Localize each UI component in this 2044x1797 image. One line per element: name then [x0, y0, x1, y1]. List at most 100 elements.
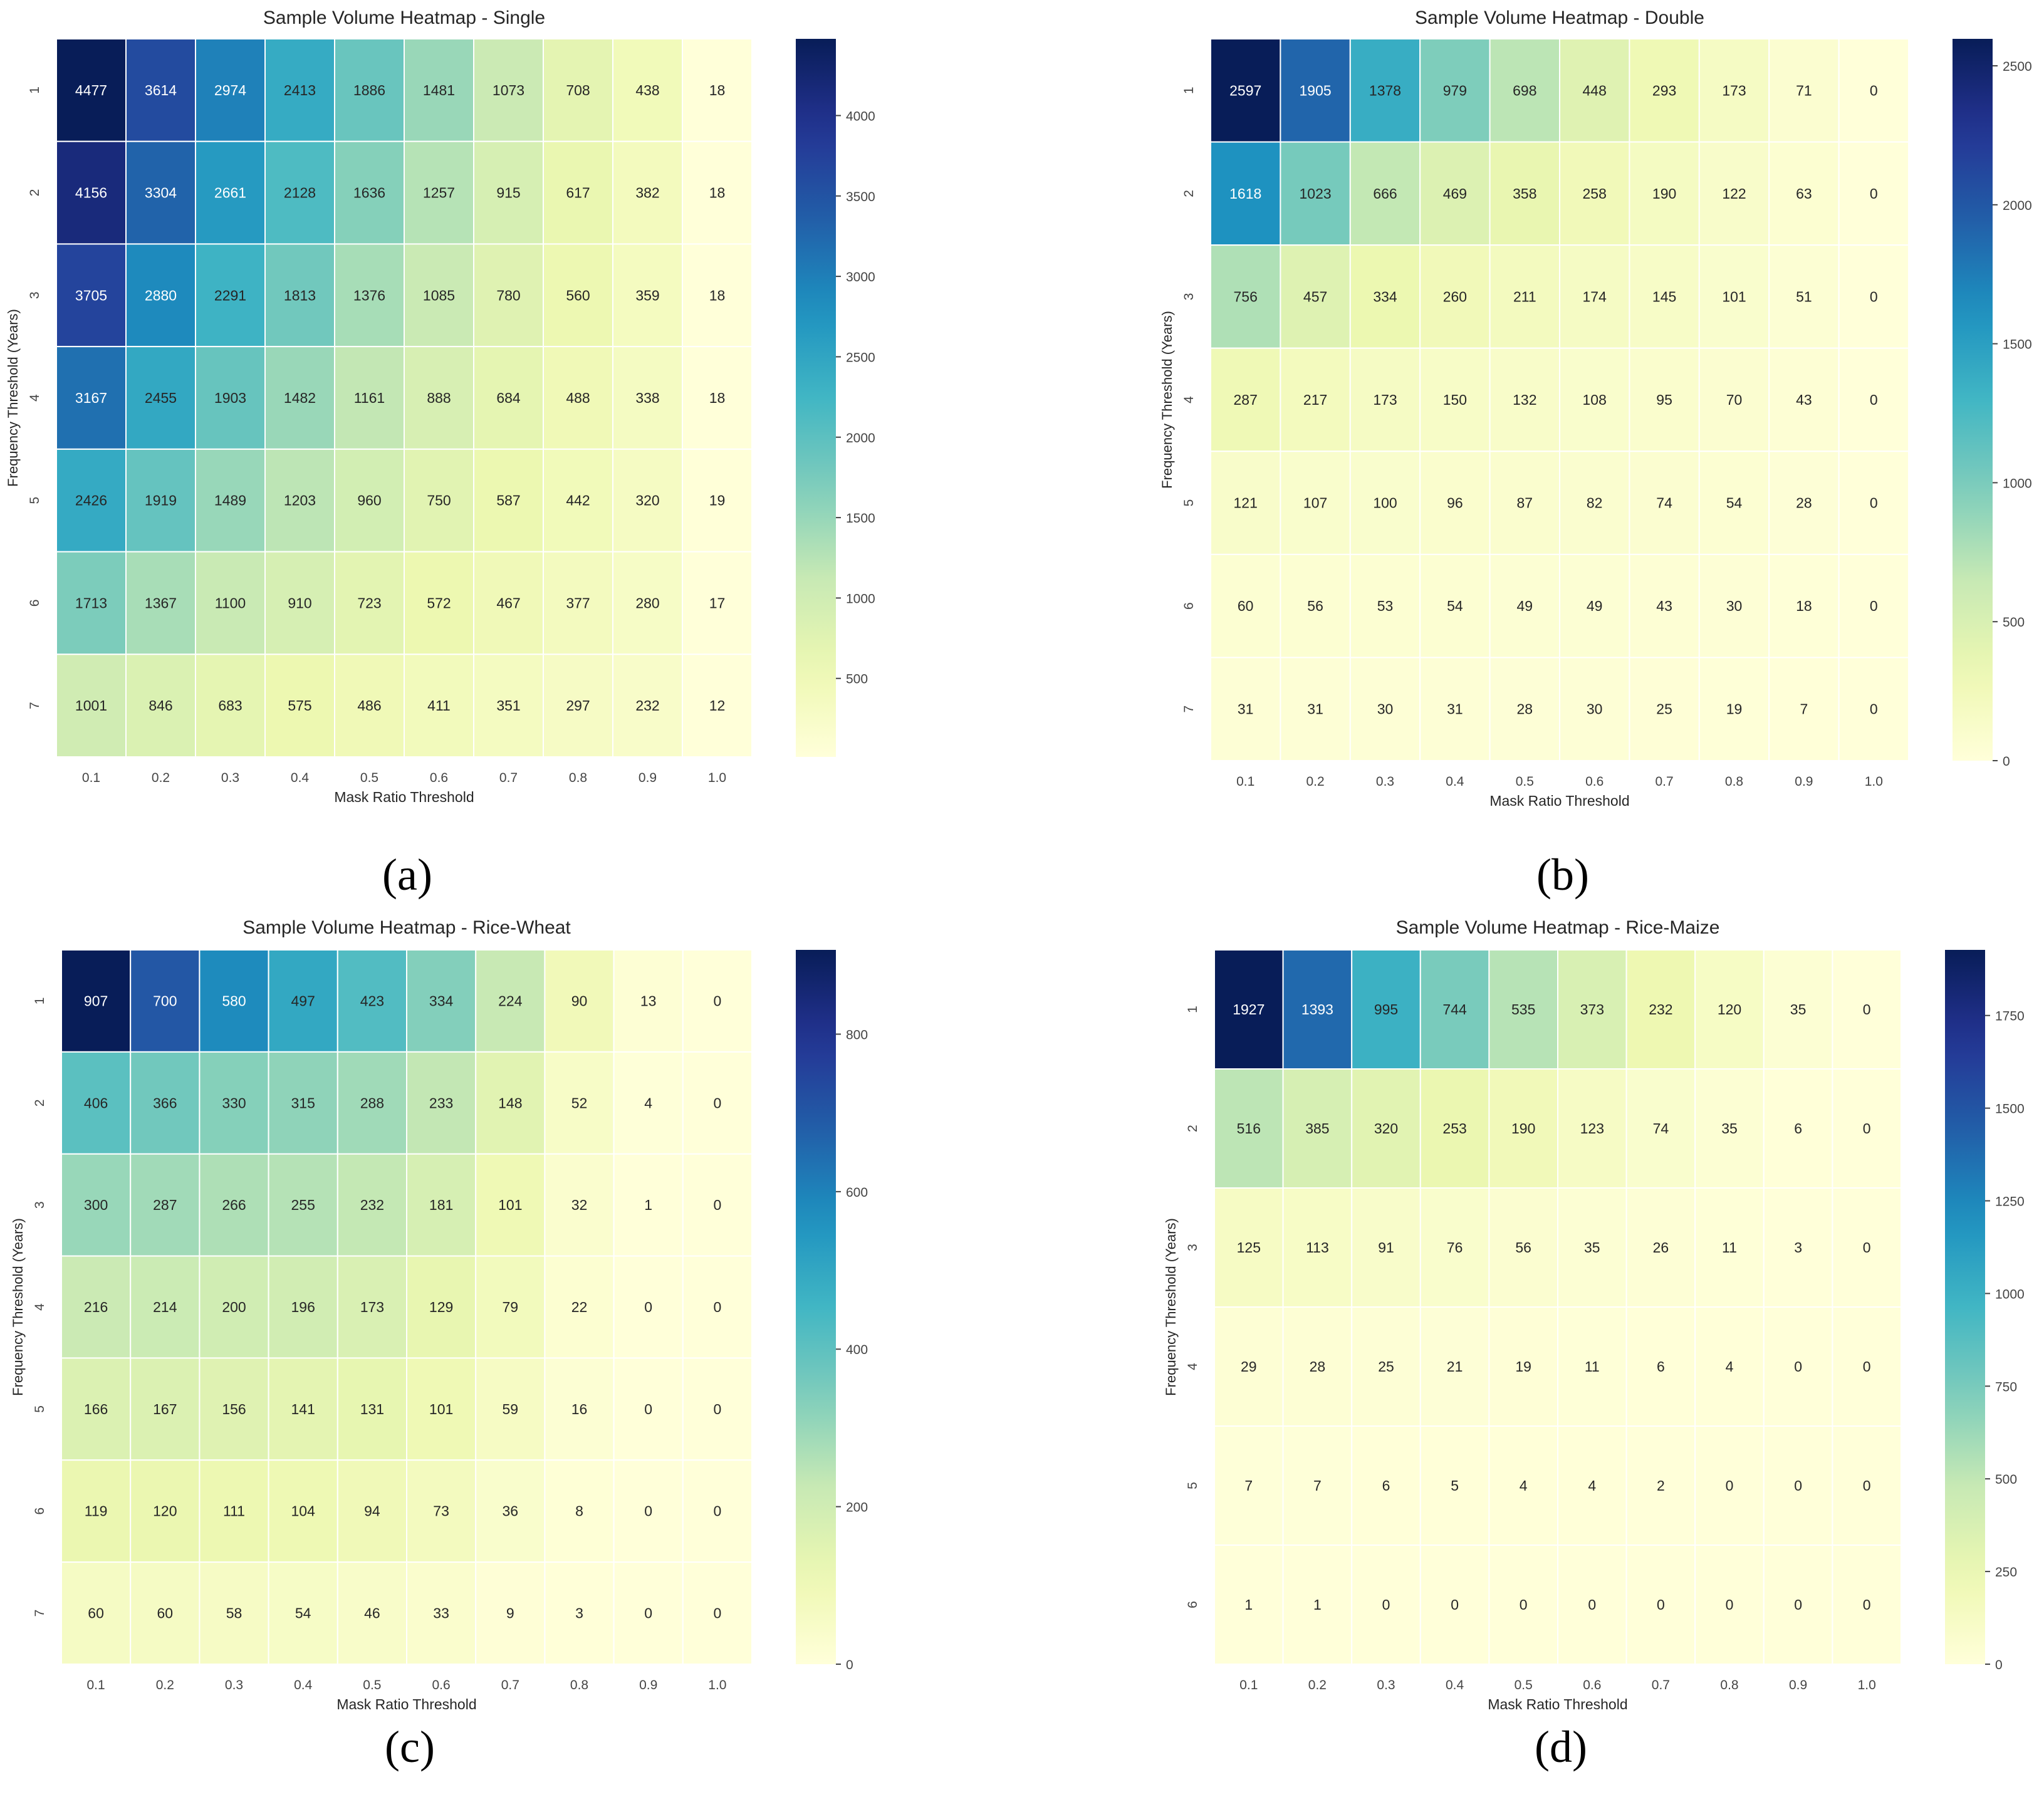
heatmap-cell: [1488, 1544, 1558, 1665]
cell-value-label: 173: [1373, 392, 1397, 408]
cell-value-label: 1161: [354, 390, 385, 406]
heatmap-cell: [1625, 1068, 1696, 1189]
cell-value-label: 11: [1722, 1239, 1737, 1256]
y-tick-label: 3: [1186, 1244, 1200, 1251]
x-tick-label: 0.5: [363, 1678, 381, 1692]
cell-value-label: 587: [496, 492, 520, 509]
cell-value-label: 31: [1447, 701, 1463, 717]
y-tick-label: 5: [33, 1405, 47, 1413]
cell-value-label: 0: [644, 1299, 652, 1315]
x-tick-label: 0.1: [82, 771, 100, 785]
y-tick-label: 6: [1182, 602, 1196, 610]
heatmap-cell: [1557, 1425, 1627, 1546]
cell-value-label: 1481: [423, 82, 455, 98]
cell-value-label: 0: [1870, 598, 1878, 614]
heatmap-cell: [1838, 657, 1910, 762]
heatmap-cell: [130, 1255, 201, 1359]
heatmap-cell: [404, 346, 474, 450]
cell-value-label: 46: [364, 1605, 380, 1622]
cell-value-label: 122: [1722, 185, 1746, 202]
x-tick-label: 0.4: [1446, 774, 1464, 789]
colorbar-tick-label: 0: [2003, 754, 2010, 769]
cell-value-label: 0: [1863, 1596, 1871, 1613]
cell-value-label: 0: [1451, 1596, 1459, 1613]
cell-value-label: 4: [1726, 1358, 1734, 1375]
cell-value-label: 43: [1796, 392, 1812, 408]
cell-value-label: 979: [1443, 82, 1467, 98]
colorbar-tick-label: 3000: [846, 270, 875, 284]
x-tick-label: 0.3: [225, 1678, 243, 1692]
heatmap-cell: [268, 949, 338, 1053]
heatmap-cell: [1419, 1306, 1490, 1427]
heatmap-cell: [1282, 1544, 1353, 1665]
cell-value-label: 31: [1307, 701, 1323, 717]
colorbar-tick-label: 1500: [2003, 338, 2032, 352]
cell-value-label: 0: [1870, 701, 1878, 717]
cell-value-label: 0: [644, 1605, 652, 1622]
cell-value-label: 334: [429, 992, 454, 1009]
heatmap-cell: [1349, 38, 1421, 143]
heatmap-cell: [612, 448, 683, 553]
cell-value-label: 145: [1652, 288, 1676, 305]
heatmap-cell: [682, 1561, 753, 1665]
heatmap-cell: [1349, 657, 1421, 762]
colorbar-tick-label: 2000: [2003, 199, 2032, 213]
chart-title: Sample Volume Heatmap - Rice-Wheat: [242, 917, 571, 938]
x-tick-label: 0.9: [1795, 774, 1813, 789]
cell-value-label: 320: [1374, 1120, 1398, 1137]
cell-value-label: 1376: [353, 287, 385, 303]
heatmap-cell: [195, 38, 266, 142]
heatmap-cell: [1698, 141, 1770, 246]
heatmap-cell: [613, 1051, 684, 1155]
x-tick-label: 0.6: [430, 771, 448, 785]
cell-value-label: 18: [709, 287, 726, 303]
colorbar-tick-label: 600: [846, 1185, 868, 1200]
cell-value-label: 684: [496, 390, 521, 406]
x-tick-label: 0.7: [501, 1678, 519, 1692]
cell-value-label: 0: [1870, 185, 1878, 202]
heatmap-cell: [1557, 949, 1627, 1070]
cell-value-label: 700: [153, 992, 177, 1009]
heatmap-cell: [336, 1561, 407, 1665]
x-tick-label: 0.3: [1376, 774, 1394, 789]
cell-value-label: 1903: [214, 390, 246, 406]
cell-value-label: 0: [1794, 1477, 1802, 1494]
x-axis-label: Mask Ratio Threshold: [1488, 1696, 1627, 1712]
heatmap-cell: [612, 346, 683, 450]
y-tick-label: 1: [1186, 1006, 1200, 1013]
cell-value-label: 224: [498, 992, 523, 1009]
heatmap-cell: [264, 551, 335, 655]
y-tick-label: 5: [28, 497, 42, 504]
cell-value-label: 0: [644, 1401, 652, 1417]
cell-value-label: 100: [1373, 495, 1397, 511]
heatmap-cell: [1625, 1187, 1696, 1308]
y-tick-label: 5: [1182, 499, 1196, 507]
heatmap-cell: [543, 140, 613, 245]
cell-value-label: 173: [360, 1299, 384, 1315]
chart-title: Sample Volume Heatmap - Double: [1415, 8, 1704, 28]
x-axis-label: Mask Ratio Threshold: [1489, 793, 1629, 809]
cell-value-label: 104: [291, 1503, 316, 1519]
cell-value-label: 287: [153, 1197, 177, 1213]
cell-value-label: 233: [429, 1095, 453, 1111]
heatmap-cell: [125, 243, 196, 348]
cell-value-label: 211: [1513, 288, 1536, 305]
heatmap-cell: [682, 38, 753, 142]
x-tick-label: 0.2: [1308, 1678, 1327, 1692]
colorbar-tick-label: 1000: [1995, 1287, 2025, 1301]
y-tick-label: 7: [1182, 706, 1196, 713]
cell-value-label: 2413: [284, 82, 316, 98]
heatmap-cell: [1280, 244, 1351, 349]
heatmap-cell: [268, 1357, 338, 1461]
cell-value-label: 575: [288, 697, 311, 714]
cell-value-label: 0: [714, 1503, 722, 1519]
cell-value-label: 91: [1378, 1239, 1394, 1256]
cell-value-label: 101: [1722, 288, 1746, 305]
cell-value-label: 3: [575, 1605, 583, 1622]
cell-value-label: 11: [1585, 1358, 1600, 1375]
cell-value-label: 56: [1515, 1239, 1531, 1256]
cell-value-label: 0: [1863, 1358, 1871, 1375]
cell-value-label: 120: [1718, 1001, 1741, 1018]
heatmap-cell: [56, 38, 127, 142]
colorbar: [796, 39, 836, 757]
